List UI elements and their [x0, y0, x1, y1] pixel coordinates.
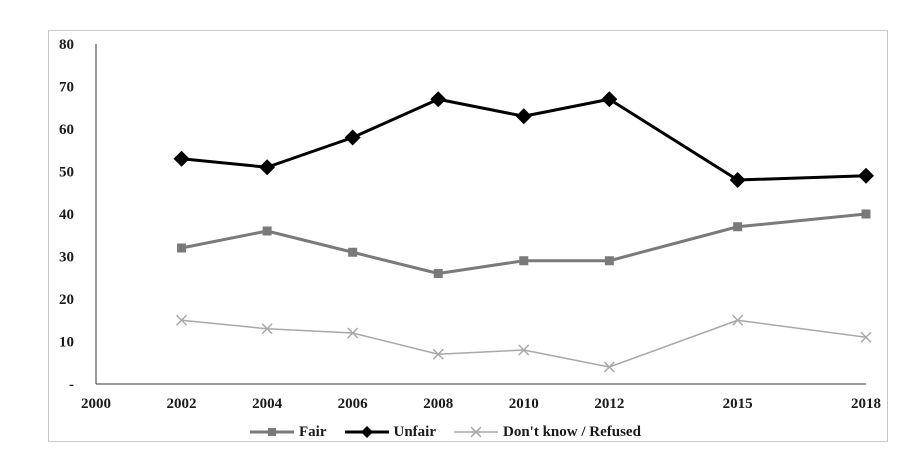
data-point-don-t-know-refused	[603, 361, 615, 373]
legend-swatch-fair	[250, 428, 294, 436]
y-tick-label: 30	[59, 250, 74, 266]
series-don-t-know-refused	[176, 314, 872, 373]
data-point-don-t-know-refused	[176, 314, 188, 326]
legend-item-dont-know: Don't know / Refused	[454, 424, 641, 441]
data-point-fair	[604, 256, 614, 266]
x-tick-label: 2018	[851, 396, 881, 412]
series-line-fair	[181, 212, 867, 275]
x-tick-labels: 2000 2002 2004 2006 2008 2010 2012 2015 2018	[81, 396, 881, 412]
legend-label-unfair: Unfair	[393, 423, 437, 440]
data-point-fair	[519, 256, 529, 266]
data-point-unfair	[858, 167, 874, 184]
y-tick-label: 70	[59, 80, 74, 96]
data-point-fair	[733, 222, 743, 232]
data-point-unfair	[729, 172, 746, 188]
data-point-fair	[861, 209, 871, 219]
y-tick-label: 20	[59, 292, 74, 308]
legend: Fair Unfair Don't know / Refused	[250, 423, 641, 441]
data-point-unfair	[344, 129, 361, 146]
legend-item-unfair: Unfair	[344, 423, 437, 441]
legend-label-fair: Fair	[299, 423, 327, 440]
data-point-unfair	[430, 91, 447, 108]
y-tick-labels: - 10 20 30 40 50 60 70 80	[59, 37, 74, 393]
y-tick-label: -	[69, 377, 74, 393]
x-tick-label: 2012	[594, 396, 624, 412]
data-point-don-t-know-refused	[347, 327, 359, 339]
data-point-fair	[262, 226, 272, 236]
x-tick-label: 2006	[338, 396, 369, 412]
y-tick-label: 80	[59, 37, 74, 53]
data-point-fair	[177, 243, 187, 253]
data-point-unfair	[259, 159, 276, 176]
data-point-unfair	[515, 108, 532, 125]
data-point-unfair	[173, 150, 190, 167]
legend-swatch-dont-know	[454, 426, 498, 438]
y-tick-label: 50	[59, 165, 74, 181]
data-point-don-t-know-refused	[860, 331, 872, 343]
legend-label-dont-know: Don't know / Refused	[503, 423, 641, 440]
chart-frame	[48, 30, 888, 442]
y-tick-label: 40	[59, 207, 74, 223]
legend-item-fair: Fair	[250, 424, 327, 441]
y-tick-label: 60	[59, 122, 74, 138]
series-fair	[177, 209, 871, 278]
data-point-don-t-know-refused	[732, 314, 744, 326]
x-tick-label: 2015	[723, 396, 753, 412]
series-lines	[173, 91, 874, 373]
series-line-don-t-know-refused	[181, 319, 867, 368]
data-point-fair	[348, 247, 358, 257]
series-line-unfair	[181, 97, 867, 182]
data-point-unfair	[601, 91, 618, 108]
series-unfair	[173, 91, 874, 188]
x-tick-label: 2002	[167, 396, 197, 412]
legend-swatch-unfair	[344, 426, 389, 438]
x-tick-label: 2010	[509, 396, 539, 412]
x-tick-label: 2004	[252, 396, 283, 412]
x-tick-label: 2000	[81, 396, 111, 412]
y-tick-label: 10	[59, 335, 74, 351]
data-point-don-t-know-refused	[261, 323, 273, 335]
axes	[95, 44, 866, 385]
x-tick-label: 2008	[423, 396, 453, 412]
data-point-don-t-know-refused	[432, 348, 444, 360]
data-point-don-t-know-refused	[518, 344, 530, 356]
data-point-fair	[433, 269, 443, 278]
